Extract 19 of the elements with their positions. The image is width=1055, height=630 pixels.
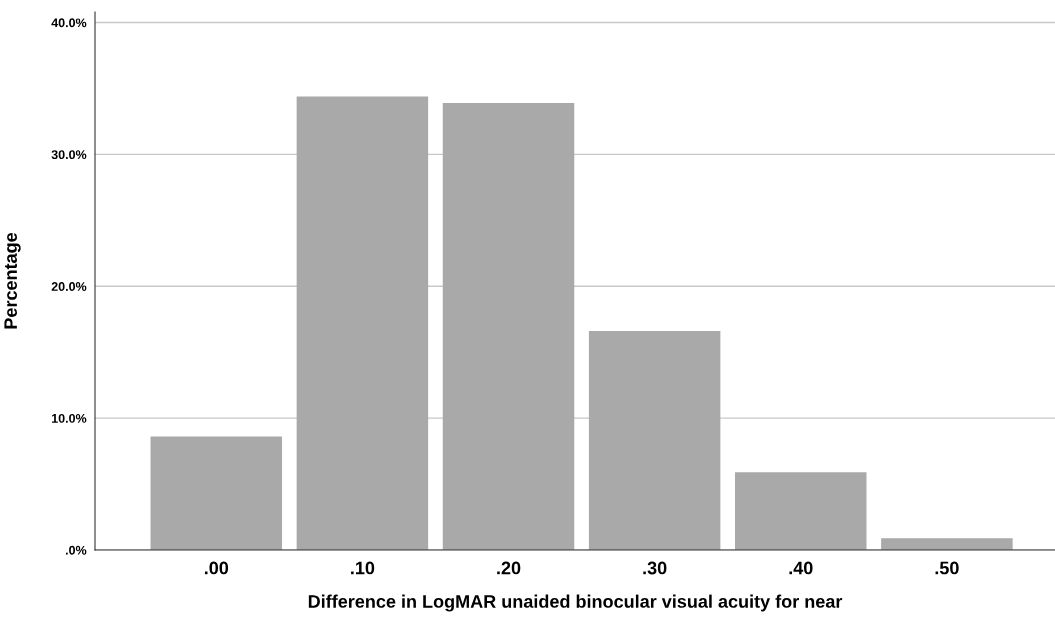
bar: [735, 472, 867, 550]
y-tick-label: 40.0%: [51, 18, 87, 28]
bar: [881, 538, 1013, 550]
x-tick-label: .30: [643, 561, 667, 575]
x-tick-label: .10: [351, 561, 375, 575]
x-tick-label: .00: [204, 561, 229, 575]
y-axis-title: Percentage: [4, 232, 21, 329]
bar: [588, 331, 721, 550]
bar: [150, 436, 283, 550]
x-tick-label: .20: [497, 561, 521, 575]
x-tick-label: .40: [789, 561, 813, 575]
bar: [442, 102, 575, 550]
x-tick-label: .50: [935, 561, 959, 575]
y-tick-label: 20.0%: [51, 282, 87, 291]
bar: [296, 96, 429, 550]
y-tick-label: 30.0%: [51, 150, 87, 160]
y-tick-label: .0%: [65, 545, 87, 555]
x-axis-title: Difference in LogMAR unaided binocular visual acuity for near: [308, 594, 843, 612]
y-tick-label: 10.0%: [52, 413, 87, 423]
